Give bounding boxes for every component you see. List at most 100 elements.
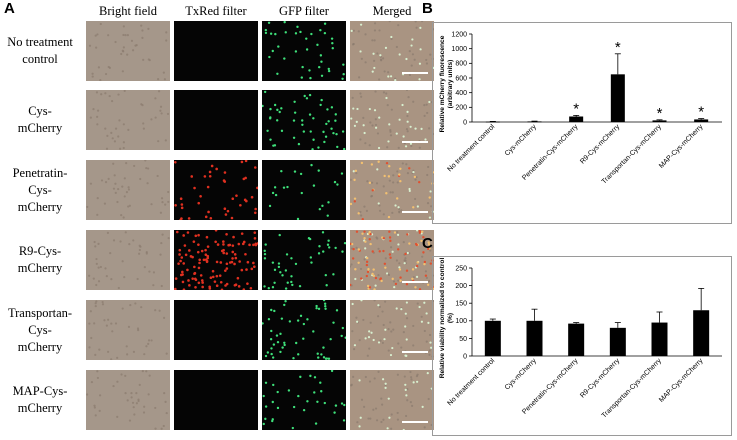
gfp-image bbox=[262, 300, 346, 360]
significance-marker: * bbox=[698, 104, 704, 121]
y-tick-label: 200 bbox=[455, 283, 467, 290]
txred-image-svg bbox=[174, 90, 258, 150]
merged-image bbox=[350, 300, 434, 360]
txred-image-svg bbox=[174, 21, 258, 81]
x-tick-label: Cys-mCherry bbox=[504, 357, 538, 391]
txred-image bbox=[174, 160, 258, 220]
merged-image-svg bbox=[350, 230, 434, 290]
row-label: No treatment control bbox=[0, 34, 80, 68]
row-label-line: Cys- bbox=[28, 322, 52, 337]
bar bbox=[485, 121, 500, 123]
bar bbox=[610, 74, 625, 122]
txred-image bbox=[174, 370, 258, 430]
bright-field-image bbox=[86, 230, 170, 290]
txred-image bbox=[174, 21, 258, 81]
bar bbox=[527, 121, 542, 123]
x-tick-label: R9-Cys-mCherry bbox=[579, 357, 621, 399]
bar bbox=[693, 310, 710, 356]
panel-c-letter: C bbox=[422, 235, 433, 252]
txred-image-svg bbox=[174, 300, 258, 360]
merged-image-svg bbox=[350, 300, 434, 360]
y-tick-label: 400 bbox=[455, 90, 467, 97]
gfp-image-svg bbox=[262, 160, 346, 220]
bright-field-image-svg bbox=[86, 300, 170, 360]
gfp-image-svg bbox=[262, 300, 346, 360]
txred-image-svg bbox=[174, 160, 258, 220]
gfp-image-svg bbox=[262, 230, 346, 290]
merged-image bbox=[350, 90, 434, 150]
y-tick-label: 50 bbox=[459, 336, 467, 343]
row-label-line: mCherry bbox=[17, 121, 63, 135]
row-label-line: MAP-Cys- bbox=[12, 384, 68, 398]
row-label: Penetratin- Cys-mCherry bbox=[0, 165, 80, 216]
bright-field-image-svg bbox=[86, 370, 170, 430]
y-tick-label: 200 bbox=[455, 105, 467, 112]
viability-chart: 0 50 100 150 200 250 Relative viability normal… bbox=[432, 256, 732, 436]
y-tick-label: 1000 bbox=[451, 46, 467, 53]
column-header: Merged bbox=[372, 4, 412, 18]
gfp-image-svg bbox=[262, 21, 346, 81]
row-label: R9-Cys-mCherry bbox=[0, 243, 80, 277]
x-tick-label: No treatment control bbox=[446, 123, 496, 173]
bar bbox=[609, 327, 626, 356]
row-label-line: mCherry bbox=[17, 339, 63, 354]
column-header: Bright field bbox=[99, 4, 157, 18]
merged-image-svg bbox=[350, 21, 434, 81]
txred-image-svg bbox=[174, 370, 258, 430]
bright-field-image-svg bbox=[86, 230, 170, 290]
fluorescence-chart: 0 200 400 600 800 1000 1200 Relative mCherry fl… bbox=[432, 22, 732, 224]
row-label-line: Penetratin- bbox=[12, 165, 68, 180]
bright-field-image-svg bbox=[86, 160, 170, 220]
y-tick-label: 0 bbox=[463, 119, 467, 126]
x-tick-label: MAP-Cys-mCherry bbox=[658, 123, 705, 170]
row-label-line: mCherry bbox=[17, 199, 63, 214]
y-tick-label: 150 bbox=[455, 301, 467, 308]
merged-image bbox=[350, 21, 434, 81]
y-tick-label: 600 bbox=[455, 75, 467, 82]
txred-image-svg bbox=[174, 230, 258, 290]
chart-frame bbox=[432, 22, 732, 224]
significance-marker: * bbox=[657, 105, 663, 122]
significance-marker: * bbox=[573, 100, 579, 117]
column-header: GFP filter bbox=[279, 4, 329, 18]
row-label: Cys-mCherry bbox=[0, 103, 80, 137]
x-tick-label: MAP-Cys-mCherry bbox=[658, 357, 705, 404]
x-tick-label: R9-Cys-mCherry bbox=[579, 123, 621, 165]
bright-field-image bbox=[86, 160, 170, 220]
bright-field-image-svg bbox=[86, 21, 170, 81]
viability-chart-svg: 0 50 100 150 200 250 Relative viability normal… bbox=[432, 256, 732, 436]
row-label: Transportan- Cys-mCherry bbox=[0, 305, 80, 356]
y-axis-label: Relative viability normalized to control bbox=[439, 258, 446, 379]
x-tick-label: Cys-mCherry bbox=[504, 123, 538, 157]
y-axis-label: Relative mCherry fluorescence bbox=[439, 35, 446, 132]
chart-frame bbox=[432, 256, 732, 436]
row-label-line: control bbox=[22, 52, 58, 66]
bright-field-image bbox=[86, 21, 170, 81]
bar bbox=[652, 120, 667, 122]
gfp-image bbox=[262, 21, 346, 81]
row-label-line: R9-Cys- bbox=[18, 244, 62, 258]
row-label-line: No treatment bbox=[7, 35, 73, 49]
txred-image bbox=[174, 230, 258, 290]
bright-field-image-svg bbox=[86, 90, 170, 150]
column-header: TxRed filter bbox=[185, 4, 247, 18]
bright-field-image bbox=[86, 370, 170, 430]
merged-image bbox=[350, 370, 434, 430]
bar bbox=[694, 119, 709, 122]
row-label-line: Cys- bbox=[28, 182, 52, 197]
txred-image bbox=[174, 90, 258, 150]
bright-field-image bbox=[86, 90, 170, 150]
bar bbox=[526, 320, 543, 356]
panel-b-letter: B bbox=[422, 0, 433, 17]
gfp-image bbox=[262, 370, 346, 430]
merged-image-svg bbox=[350, 370, 434, 430]
row-label-line: Transportan- bbox=[7, 305, 73, 320]
gfp-image-svg bbox=[262, 370, 346, 430]
gfp-image-svg bbox=[262, 90, 346, 150]
gfp-image bbox=[262, 230, 346, 290]
significance-marker: * bbox=[615, 39, 621, 56]
y-tick-label: 250 bbox=[455, 265, 467, 272]
merged-image bbox=[350, 160, 434, 220]
panel-a-letter: A bbox=[4, 0, 15, 17]
bar bbox=[568, 323, 585, 356]
